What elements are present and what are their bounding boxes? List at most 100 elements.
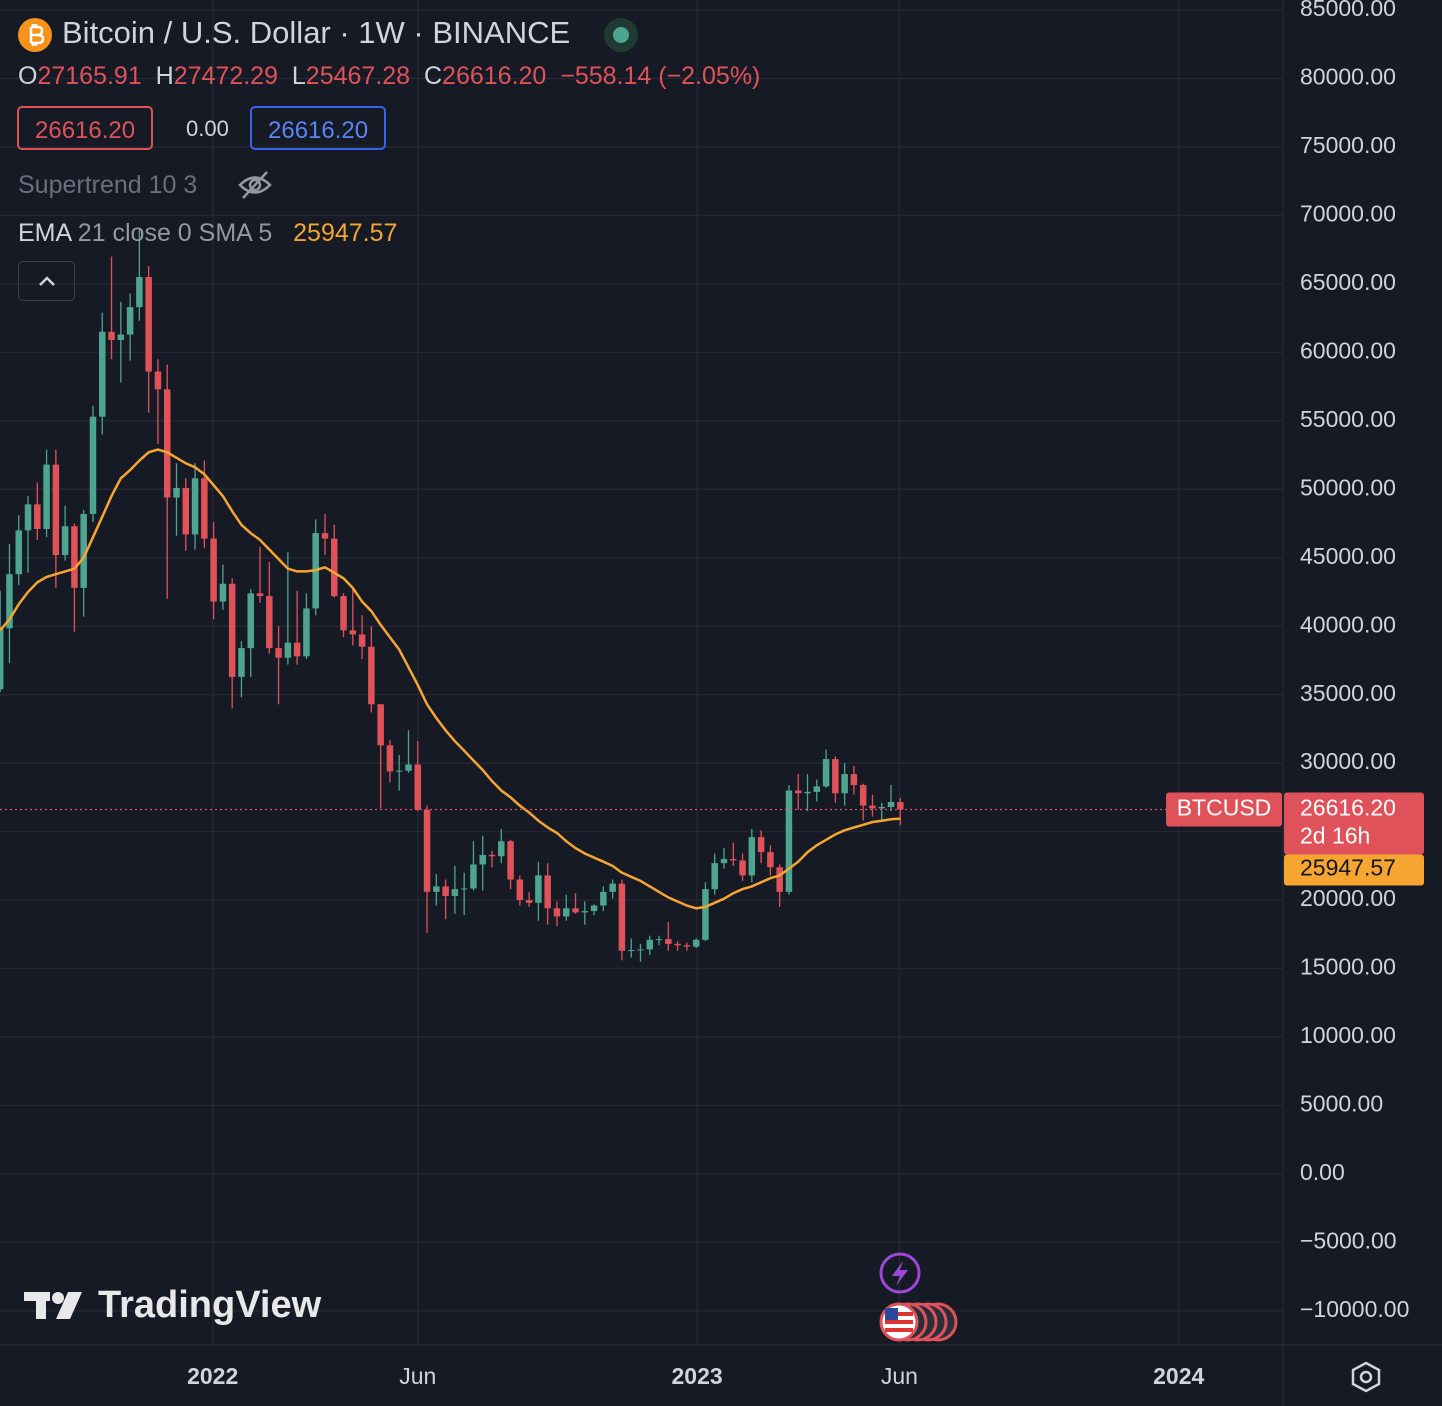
candle-body [451,889,459,896]
candle-body [61,526,69,556]
candle-body [238,648,245,677]
y-tick-label: 65000.00 [1300,269,1396,295]
candle-body [321,533,329,539]
y-tick-label: 20000.00 [1300,885,1396,911]
candle-body [24,504,32,531]
candle-body [479,854,486,865]
candle-body [813,786,821,792]
y-tick-label: 15000.00 [1300,954,1396,980]
candle-body [720,859,728,864]
candle-body [368,646,375,705]
candle-body [0,628,4,690]
logo-mark [24,1292,82,1319]
ohlc-label: C [423,62,443,90]
candle-body [293,642,301,657]
candle-body [266,596,273,649]
ema-value: 25947.57 [293,219,398,247]
y-tick-label: 40000.00 [1300,611,1396,637]
candle-body [349,630,357,635]
y-tick-label: 75000.00 [1300,132,1396,158]
candle-body [154,371,162,390]
candle-body [646,939,654,950]
x-tick-label: 2022 [187,1363,238,1389]
x-tick-label: 2024 [1153,1363,1204,1389]
candle-body [767,852,774,868]
y-tick-label: 0.00 [1300,1159,1345,1185]
candle-body [275,648,282,658]
candle-body [730,859,737,861]
candle-body [822,759,830,787]
buy-button[interactable]: 26616.20 [250,106,387,150]
ohlc-label: O [18,62,38,90]
candle-body [163,389,171,498]
candle-body [794,790,802,794]
collapse-button[interactable] [18,261,75,301]
price-tag [1284,792,1424,855]
candle-body [89,416,97,514]
candle-body [71,526,78,588]
candle-body [201,478,208,539]
candle-body [665,939,672,944]
candle-body [581,911,589,913]
candle-body [757,837,765,853]
candle-body [832,759,839,794]
plot [0,229,1283,962]
candle-body [247,593,254,649]
y-tick-label: 60000.00 [1300,337,1396,363]
candle-body [256,593,264,597]
candle-body [80,513,87,588]
candle-body [488,854,496,857]
candle-body [340,596,347,631]
candle-body [52,464,60,556]
candle-body [562,908,570,917]
grid [0,0,1283,1345]
candle-body [331,538,338,597]
event-icon[interactable] [879,1252,921,1294]
candle-body [739,860,746,876]
candle-body [498,841,505,857]
candle-body [507,841,514,880]
candle-body [618,883,626,951]
logo-text: TradingView [98,1284,322,1326]
hidden-icon[interactable] [237,170,273,200]
indicator-supertrend[interactable]: Supertrend 10 3 [18,171,198,199]
candle-body [544,875,551,909]
flag-icons[interactable] [879,1302,958,1342]
y-tick-label: 35000.00 [1300,680,1396,706]
status-dot [604,18,638,52]
candle-body [470,864,477,889]
indicator-ema[interactable]: EMA 21 close 0 SMA 5 25947.57 [18,219,397,248]
ema-params: 21 close 0 SMA 5 [77,219,273,247]
price-tag-label: 26616.20 [1300,795,1396,821]
candle-body [887,801,895,807]
candle-body [43,464,50,529]
y-tick-label: 80000.00 [1300,64,1396,90]
candle-body [117,334,125,341]
candle-body [34,504,41,529]
candle-body [386,745,394,772]
candle-body [423,809,431,892]
candle-body [173,487,180,498]
ema-line [0,448,901,910]
symbol-title: Bitcoin / U.S. Dollar · 1W · BINANCE [62,15,571,50]
candle-body [850,774,858,786]
candle-body [600,891,607,906]
candle-body [228,583,236,677]
ema-tag-label: 25947.57 [1300,855,1396,881]
spread: 0.00 [186,116,229,141]
candle-body [377,704,384,746]
candle-body [460,888,468,890]
sell-button[interactable]: 26616.20 [17,106,154,150]
candle-body [516,879,524,901]
candle-body [99,331,106,417]
candle-body [442,886,449,896]
candle-body [692,939,700,947]
candle-body [525,900,533,903]
ohlc-label: H [155,62,174,90]
settings-icon[interactable] [1351,1361,1381,1393]
candle-body [878,806,885,809]
candle-body [655,939,663,941]
symbol-tag [1166,792,1282,827]
candle-body [785,790,793,892]
